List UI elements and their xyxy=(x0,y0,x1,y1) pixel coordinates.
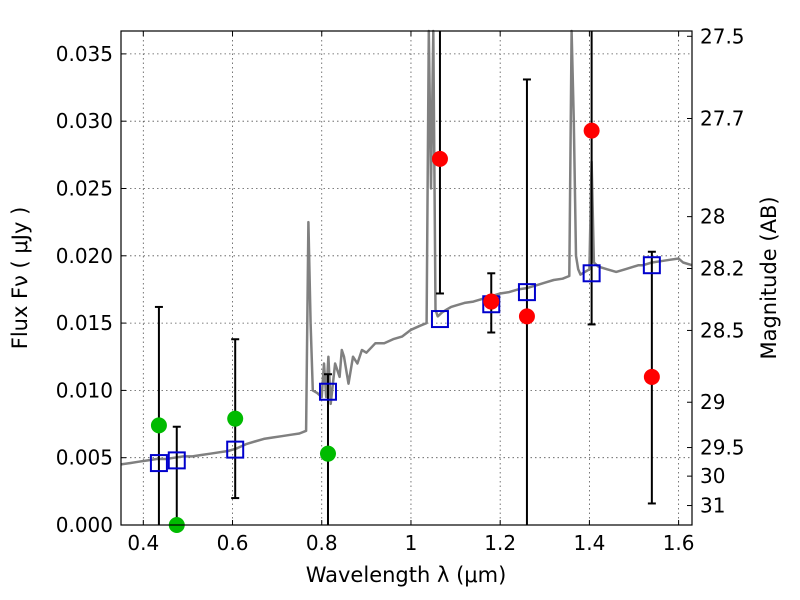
observed-flux-red-point xyxy=(518,308,535,325)
error-bar xyxy=(154,305,163,525)
right-tick-label: 28.2 xyxy=(700,257,745,281)
x-tick-label: 1.4 xyxy=(573,531,605,555)
error-bar xyxy=(522,78,531,525)
observed-flux-red-point xyxy=(643,368,660,385)
model-sed-layer xyxy=(120,29,693,466)
y-tick-label: 0.010 xyxy=(56,378,113,402)
x-tick-label: 1.6 xyxy=(663,531,695,555)
observed-flux-green-point xyxy=(319,445,336,462)
model-sed-line xyxy=(120,29,693,466)
model-photometry-square xyxy=(318,382,337,401)
x-axis-title: Wavelength λ (μm) xyxy=(306,563,507,587)
model-photometry-square xyxy=(430,310,449,329)
observed-flux-green-point xyxy=(227,410,244,427)
model-photometry-square xyxy=(517,283,536,302)
y-tick-label: 0.035 xyxy=(56,42,113,66)
x-tick-label: 0.8 xyxy=(306,531,338,555)
y-axis-title: Flux Fν ( μJy ) xyxy=(8,207,32,350)
model-photometry-square xyxy=(582,264,601,283)
plot-frame xyxy=(120,30,693,526)
x-tick-label: 0.4 xyxy=(127,531,159,555)
axis-ticks: 0.4 0.6 0.8 1 1.2 1.4 1.6 0.000 0.005 0.010 0.015 0… xyxy=(56,24,745,555)
right-tick-label: 28 xyxy=(700,205,725,229)
data-markers xyxy=(149,122,661,533)
y-tick-label: 0.015 xyxy=(56,311,113,335)
right-tick-label: 27.5 xyxy=(700,24,745,48)
x-tick-label: 0.6 xyxy=(217,531,249,555)
model-photometry-square xyxy=(642,256,661,275)
x-tick-label: 1.2 xyxy=(484,531,516,555)
x-tick-label: 1 xyxy=(405,531,418,555)
model-photometry-square xyxy=(226,440,245,459)
observed-flux-red-point xyxy=(431,150,448,167)
right-axis-title: Magnitude (AB) xyxy=(757,196,781,359)
right-tick-label: 29 xyxy=(700,390,725,414)
error-bar xyxy=(172,425,181,525)
y-tick-label: 0.030 xyxy=(56,109,113,133)
y-tick-label: 0.000 xyxy=(56,513,113,537)
observed-flux-green-point xyxy=(150,417,167,434)
observed-flux-red-point xyxy=(583,122,600,139)
right-tick-label: 29.5 xyxy=(700,436,745,460)
y-tick-label: 0.025 xyxy=(56,176,113,200)
model-photometry-square xyxy=(167,451,186,470)
right-tick-label: 28.5 xyxy=(700,318,745,342)
y-tick-label: 0.020 xyxy=(56,244,113,268)
grid xyxy=(121,31,692,526)
y-tick-label: 0.005 xyxy=(56,446,113,470)
observed-flux-red-point xyxy=(483,293,500,310)
right-tick-label: 31 xyxy=(700,494,725,518)
right-tick-label: 30 xyxy=(700,464,725,488)
error-bar xyxy=(587,31,596,326)
model-photometry-square xyxy=(149,454,168,473)
right-tick-label: 27.7 xyxy=(700,106,745,130)
